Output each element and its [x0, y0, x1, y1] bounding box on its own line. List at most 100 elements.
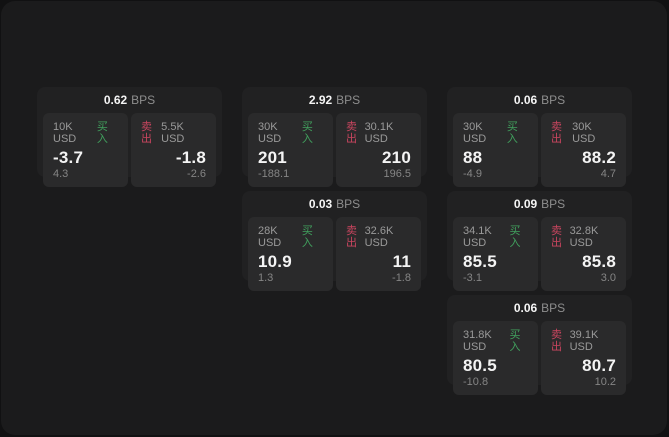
- buy-sub-value: 1.3: [258, 272, 274, 284]
- sell-sub-value: 3.0: [600, 272, 616, 284]
- sell-label: 卖出: [346, 225, 357, 249]
- buy-label: 买入: [506, 121, 518, 145]
- sell-price: -1.8: [175, 148, 206, 167]
- spread-unit: BPS: [541, 301, 566, 315]
- quote-card: 2.92 BPS 30K USD 买入 201 -188.1 卖出 30.1K …: [242, 87, 427, 187]
- buy-price: 10.9: [258, 252, 292, 271]
- buy-panel-header: 10K USD 买入: [53, 121, 118, 145]
- sell-size: 30K USD: [572, 121, 596, 145]
- sell-size: 32.8K USD: [569, 225, 599, 249]
- buy-label: 买入: [301, 121, 313, 145]
- buy-sell-panels: 30K USD 买入 88 -4.9 卖出 30K USD 88.2 4.7: [447, 111, 632, 193]
- sell-panel[interactable]: 卖出 39.1K USD 80.7 10.2: [541, 321, 626, 395]
- sell-panel-header: 卖出 39.1K USD: [551, 329, 616, 353]
- buy-size: 34.1K USD: [463, 225, 492, 249]
- sell-sub-value: -1.8: [392, 272, 411, 284]
- spread-value: 0.03: [308, 197, 333, 211]
- buy-panel-header: 30K USD 买入: [463, 121, 528, 145]
- buy-price: 80.5: [463, 356, 497, 375]
- buy-panel[interactable]: 30K USD 买入 88 -4.9: [453, 113, 538, 187]
- spread-header: 0.06 BPS: [447, 295, 632, 319]
- buy-panel-header: 28K USD 买入: [258, 225, 323, 249]
- buy-panel[interactable]: 30K USD 买入 201 -188.1: [248, 113, 333, 187]
- sell-panel-header: 卖出 32.6K USD: [346, 225, 411, 249]
- buy-label: 买入: [509, 225, 521, 249]
- buy-panel[interactable]: 34.1K USD 买入 85.5 -3.1: [453, 217, 538, 291]
- sell-sub-value: 4.7: [600, 168, 616, 180]
- spread-unit: BPS: [131, 93, 156, 107]
- spread-unit: BPS: [336, 197, 361, 211]
- quote-card: 0.62 BPS 10K USD 买入 -3.7 4.3 卖出 5.5K USD…: [37, 87, 222, 187]
- buy-size: 30K USD: [258, 121, 282, 145]
- spread-value: 0.09: [513, 197, 538, 211]
- buy-sell-panels: 30K USD 买入 201 -188.1 卖出 30.1K USD 210 1…: [242, 111, 427, 193]
- buy-size: 30K USD: [463, 121, 487, 145]
- buy-panel[interactable]: 31.8K USD 买入 80.5 -10.8: [453, 321, 538, 395]
- spread-header: 0.62 BPS: [37, 87, 222, 111]
- sell-panel-header: 卖出 5.5K USD: [141, 121, 206, 145]
- spread-value: 0.06: [513, 301, 538, 315]
- sell-label: 卖出: [551, 225, 562, 249]
- buy-sell-panels: 34.1K USD 买入 85.5 -3.1 卖出 32.8K USD 85.8…: [447, 215, 632, 297]
- buy-price: 201: [258, 148, 287, 167]
- quote-card: 0.03 BPS 28K USD 买入 10.9 1.3 卖出 32.6K US…: [242, 191, 427, 291]
- sell-label: 卖出: [551, 121, 562, 145]
- buy-label: 买入: [96, 121, 108, 145]
- spread-unit: BPS: [541, 197, 566, 211]
- buy-sell-panels: 31.8K USD 买入 80.5 -10.8 卖出 39.1K USD 80.…: [447, 319, 632, 401]
- sell-size: 39.1K USD: [569, 329, 599, 353]
- sell-label: 卖出: [346, 121, 357, 145]
- buy-sub-value: -4.9: [463, 168, 482, 180]
- quote-card: 0.06 BPS 31.8K USD 买入 80.5 -10.8 卖出 39.1…: [447, 295, 632, 395]
- buy-panel-header: 34.1K USD 买入: [463, 225, 528, 249]
- buy-sub-value: -10.8: [463, 376, 489, 388]
- buy-sell-panels: 28K USD 买入 10.9 1.3 卖出 32.6K USD 11 -1.8: [242, 215, 427, 297]
- buy-sell-panels: 10K USD 买入 -3.7 4.3 卖出 5.5K USD -1.8 -2.…: [37, 111, 222, 193]
- spread-unit: BPS: [541, 93, 566, 107]
- sell-size: 32.6K USD: [364, 225, 394, 249]
- sell-panel[interactable]: 卖出 32.8K USD 85.8 3.0: [541, 217, 626, 291]
- sell-panel[interactable]: 卖出 30.1K USD 210 196.5: [336, 113, 421, 187]
- buy-label: 买入: [301, 225, 313, 249]
- buy-sub-value: -188.1: [258, 168, 290, 180]
- buy-panel[interactable]: 10K USD 买入 -3.7 4.3: [43, 113, 128, 187]
- sell-price: 80.7: [582, 356, 616, 375]
- spread-value: 0.62: [103, 93, 128, 107]
- buy-size: 31.8K USD: [463, 329, 492, 353]
- spread-header: 0.09 BPS: [447, 191, 632, 215]
- spread-unit: BPS: [336, 93, 361, 107]
- sell-panel[interactable]: 卖出 32.6K USD 11 -1.8: [336, 217, 421, 291]
- sell-price: 210: [382, 148, 411, 167]
- quote-card: 0.09 BPS 34.1K USD 买入 85.5 -3.1 卖出 32.8K…: [447, 191, 632, 291]
- spread-value: 2.92: [308, 93, 333, 107]
- sell-label: 卖出: [551, 329, 562, 353]
- buy-panel-header: 30K USD 买入: [258, 121, 323, 145]
- sell-sub-value: 196.5: [383, 168, 411, 180]
- buy-size: 10K USD: [53, 121, 77, 145]
- quote-card-grid: 0.62 BPS 10K USD 买入 -3.7 4.3 卖出 5.5K USD…: [37, 87, 632, 395]
- buy-label: 买入: [509, 329, 521, 353]
- sell-price: 85.8: [582, 252, 616, 271]
- sell-panel[interactable]: 卖出 5.5K USD -1.8 -2.6: [131, 113, 216, 187]
- sell-size: 30.1K USD: [364, 121, 394, 145]
- buy-price: 88: [463, 148, 483, 167]
- spread-header: 0.03 BPS: [242, 191, 427, 215]
- buy-price: -3.7: [53, 148, 84, 167]
- sell-panel[interactable]: 卖出 30K USD 88.2 4.7: [541, 113, 626, 187]
- buy-sub-value: -3.1: [463, 272, 482, 284]
- sell-panel-header: 卖出 30K USD: [551, 121, 616, 145]
- buy-price: 85.5: [463, 252, 497, 271]
- buy-panel-header: 31.8K USD 买入: [463, 329, 528, 353]
- sell-price: 88.2: [582, 148, 616, 167]
- buy-panel[interactable]: 28K USD 买入 10.9 1.3: [248, 217, 333, 291]
- sell-sub-value: -2.6: [187, 168, 206, 180]
- sell-panel-header: 卖出 30.1K USD: [346, 121, 411, 145]
- spread-value: 0.06: [513, 93, 538, 107]
- sell-sub-value: 10.2: [594, 376, 616, 388]
- buy-size: 28K USD: [258, 225, 282, 249]
- quote-card: 0.06 BPS 30K USD 买入 88 -4.9 卖出 30K USD 8…: [447, 87, 632, 187]
- spread-header: 2.92 BPS: [242, 87, 427, 111]
- buy-sub-value: 4.3: [53, 168, 69, 180]
- spread-header: 0.06 BPS: [447, 87, 632, 111]
